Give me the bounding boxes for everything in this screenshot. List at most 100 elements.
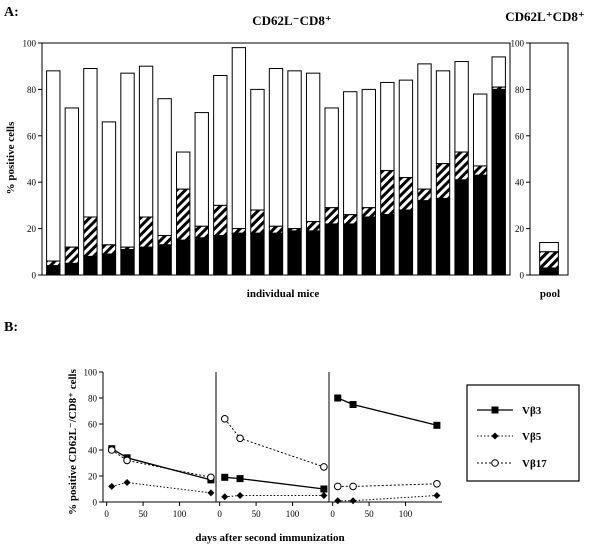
legend-label: Vβ5 (522, 431, 542, 443)
bar-black-segment (64, 262, 80, 276)
bar-black-segment (120, 248, 135, 276)
bar-white-segment (83, 68, 98, 218)
bar-hatched-segment (64, 246, 80, 264)
bar-hatched-segment (46, 260, 61, 267)
bar-hatched-segment (472, 165, 488, 176)
x-tick-label: 0 (217, 509, 222, 519)
panel-b-series (107, 394, 441, 505)
bar-black-segment (491, 88, 506, 276)
y-tick-label: 100 (84, 368, 98, 378)
x-tick-label: 100 (286, 509, 300, 519)
y-tick-label: 20 (88, 472, 98, 482)
marker-circle (333, 482, 342, 491)
marker-circle (433, 480, 441, 488)
marker-square (221, 473, 229, 481)
bar-white-segment (491, 56, 506, 88)
bar-black-segment (435, 197, 451, 276)
bar-black-segment (101, 253, 117, 276)
bar-white-segment (324, 107, 339, 209)
bar-hatched-segment (454, 151, 469, 181)
bar-black-segment (194, 237, 209, 276)
marker-circle (491, 459, 499, 467)
bar-white-segment (157, 98, 172, 237)
marker-square (236, 475, 244, 483)
bar-hatched-segment (194, 225, 209, 239)
bar-hatched-segment (305, 221, 321, 232)
bar-black-segment (83, 255, 98, 276)
bar-white-segment (194, 112, 209, 227)
bar-black-segment (380, 214, 395, 276)
bar-hatched-segment (231, 228, 247, 234)
panel-a-left-title: CD62L⁻CD8⁺ (252, 13, 331, 28)
marker-diamond (123, 479, 131, 486)
x-tick-label: 0 (330, 509, 335, 519)
bar-white-segment (398, 79, 414, 179)
y-tick-label: 40 (88, 446, 98, 456)
panel-a-pool-label: pool (540, 288, 560, 300)
bar-black-segment (157, 244, 172, 276)
y-tick-label: 100 (23, 39, 37, 49)
bar-white-segment (101, 121, 117, 246)
x-tick-label: 50 (365, 509, 375, 519)
y-tick-label: 80 (88, 394, 98, 404)
panel-b-ylabel: % positive CD62L⁻/CD8⁺ cells (67, 368, 79, 514)
bar-white-segment (176, 151, 191, 190)
panel-a-right-bars (539, 242, 559, 276)
y-tick-label: 40 (27, 178, 37, 188)
bar-black-segment (343, 223, 358, 276)
y-tick-label: 40 (515, 178, 525, 188)
bar-hatched-segment (380, 170, 395, 216)
series-line (337, 483, 437, 487)
bar-black-segment (46, 265, 61, 276)
bar-black-segment (287, 230, 302, 276)
bar-black-segment (472, 174, 488, 276)
bar-hatched-segment (176, 188, 191, 241)
panel-a-right-frame (529, 42, 569, 276)
bar-white-segment (231, 47, 247, 230)
bar-white-segment (472, 93, 488, 167)
x-tick-label: 100 (173, 509, 187, 519)
series-line (111, 448, 212, 481)
marker-diamond (236, 492, 244, 499)
panel-a-xlabel: individual mice (247, 288, 320, 300)
bar-white-segment (287, 70, 302, 230)
marker-square (433, 421, 441, 429)
bar-black-segment (398, 209, 414, 276)
bar-hatched-segment (250, 209, 265, 234)
bar-white-segment (417, 63, 432, 190)
bar-white-segment (343, 91, 358, 216)
marker-circle (107, 446, 116, 454)
marker-circle (320, 463, 328, 471)
marker-circle (123, 456, 131, 465)
y-tick-label: 60 (515, 131, 525, 141)
x-tick-label: 0 (104, 509, 109, 519)
y-tick-label: 60 (27, 131, 37, 141)
y-tick-label: 0 (93, 498, 98, 508)
bar-hatched-segment (213, 204, 228, 237)
panel-b-label: B: (4, 320, 18, 335)
bar-white-segment (305, 72, 321, 223)
bar-hatched-segment (361, 207, 376, 218)
bar-hatched-segment (343, 214, 358, 225)
bar-white-segment (46, 70, 61, 262)
series-line (224, 418, 325, 468)
y-tick-label: 0 (520, 271, 525, 281)
bar-hatched-segment (539, 251, 559, 269)
y-tick-label: 80 (27, 85, 37, 95)
x-tick-label: 50 (252, 509, 262, 519)
panel-b-xlabel: days after second immunization (195, 532, 344, 544)
panel-a-ylabel: % positive cells (5, 121, 17, 194)
bar-black-segment (539, 267, 559, 276)
marker-circle (220, 415, 229, 423)
x-tick-label: 50 (139, 509, 149, 519)
bar-black-segment (454, 179, 469, 276)
bar-black-segment (417, 200, 432, 276)
bar-black-segment (138, 246, 154, 276)
x-tick-label: 100 (399, 509, 413, 519)
panel-a-left-y-axis: 0 20 40 60 80 100 (23, 39, 42, 281)
marker-circle (349, 482, 357, 491)
bar-hatched-segment (101, 244, 117, 255)
marker-square (349, 401, 357, 408)
marker-diamond (491, 432, 499, 440)
